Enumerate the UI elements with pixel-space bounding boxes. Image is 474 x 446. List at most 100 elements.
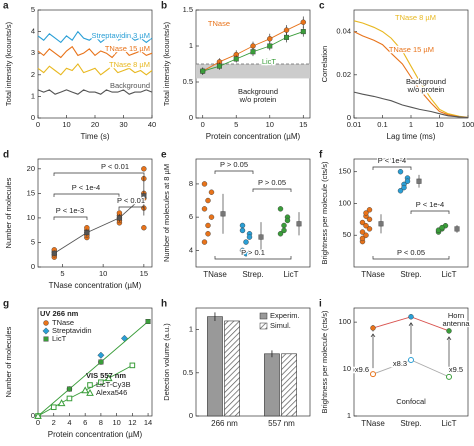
series-label: Streptavidin 3 µM	[91, 31, 150, 40]
x-axis-label: Time (s)	[80, 132, 109, 141]
marker	[129, 362, 136, 369]
x-tick-label: 2	[52, 418, 56, 427]
bracket	[53, 172, 145, 176]
annotation: Background	[406, 77, 446, 86]
y-tick-label: 1	[189, 41, 193, 50]
marker	[359, 229, 366, 235]
marker	[283, 27, 290, 33]
marker	[81, 386, 90, 394]
bracket	[214, 256, 292, 260]
marker	[200, 68, 206, 74]
panel-label: h	[161, 299, 167, 310]
x-tick-label: 15	[299, 120, 307, 129]
annotation: x9.6	[355, 365, 369, 374]
y-tick-label: 0.04	[336, 27, 351, 36]
legend-marker	[43, 336, 49, 342]
y-axis-label: Number of molecules	[4, 326, 13, 397]
marker	[363, 223, 369, 229]
bar	[224, 320, 240, 417]
annotation: P < 0.01	[117, 196, 145, 205]
series-label: Background	[110, 81, 150, 90]
y-tick-label: 100	[338, 317, 351, 326]
y-tick-label: 1	[31, 91, 35, 100]
series-line	[37, 30, 153, 44]
x-tick-label: 0.01	[347, 120, 362, 129]
x-tick-label: 10	[99, 269, 107, 278]
annotation: P < 1e-4	[416, 200, 444, 209]
plot-frame	[37, 307, 153, 417]
annotation: P < 0.01	[101, 162, 129, 171]
x-axis-label: Protein concentration (µM)	[206, 132, 301, 141]
legend-label: Alexa546	[96, 388, 127, 397]
marker	[66, 395, 73, 402]
marker	[267, 43, 273, 49]
panel-label: b	[161, 1, 167, 12]
marker	[439, 224, 445, 231]
marker	[98, 379, 104, 386]
x-tick-label: 0	[36, 120, 40, 129]
legend-label: TNase	[52, 318, 74, 327]
panel-label: e	[161, 150, 167, 161]
y-tick-label: 0.5	[183, 77, 193, 86]
plot-frame	[195, 158, 311, 268]
y-axis-label: Detection volume (a.u.)	[162, 323, 171, 401]
marker	[205, 197, 211, 204]
marker	[300, 29, 306, 35]
series-label: TNase	[208, 19, 230, 28]
marker	[300, 19, 306, 25]
x-tick-label: TNase	[361, 419, 385, 428]
x-tick-label: 266 nm	[211, 419, 238, 428]
panel-label: d	[3, 150, 9, 161]
marker	[243, 251, 249, 257]
bar	[281, 353, 297, 417]
y-tick-label: 0	[31, 113, 35, 122]
legend-label: Simul.	[270, 321, 291, 330]
annotation: Horn	[448, 311, 464, 320]
marker	[220, 211, 226, 217]
series-line	[37, 45, 153, 59]
marker	[408, 357, 414, 364]
plot-frame	[353, 307, 469, 417]
bar	[207, 316, 223, 417]
marker	[233, 56, 239, 62]
x-tick-label: 1	[409, 120, 413, 129]
bracket	[53, 193, 120, 197]
panel-label: g	[3, 299, 9, 310]
x-tick-label: 10	[112, 418, 120, 427]
background-band	[196, 64, 310, 79]
x-tick-label: 0	[201, 120, 205, 129]
y-tick-label: 0	[189, 411, 193, 420]
y-tick-label: 20	[27, 164, 35, 173]
x-tick-label: LicT	[441, 270, 456, 279]
series-label: TNase 15 µM	[389, 45, 434, 54]
y-tick-label: 0	[347, 113, 351, 122]
x-tick-label: Strep.	[400, 270, 421, 279]
y-axis-label: Correlation	[320, 46, 329, 83]
marker	[366, 216, 373, 223]
marker	[50, 404, 57, 411]
x-tick-label: 5	[234, 120, 238, 129]
x-tick-label: 40	[148, 120, 156, 129]
marker	[34, 411, 42, 419]
x-tick-label: LicT	[441, 419, 456, 428]
marker	[281, 227, 287, 234]
marker	[116, 215, 122, 221]
y-tick-label: 5	[31, 5, 35, 14]
legend-label: Streptavidin	[52, 326, 92, 335]
legend-marker	[87, 382, 93, 388]
y-tick-label: 3	[31, 48, 35, 57]
marker	[141, 166, 147, 172]
marker	[366, 226, 373, 232]
x-tick-label: 30	[119, 120, 127, 129]
legend-marker	[86, 388, 94, 396]
y-tick-label: 1.5	[183, 5, 193, 14]
marker	[397, 188, 404, 194]
y-axis-label: Number of molecules at 8 µM	[162, 164, 171, 262]
series-line	[37, 63, 153, 76]
annotation: x8.3	[393, 359, 407, 368]
annotation: antenna	[442, 319, 470, 328]
marker	[277, 206, 284, 212]
marker	[378, 221, 384, 227]
marker	[359, 219, 366, 226]
